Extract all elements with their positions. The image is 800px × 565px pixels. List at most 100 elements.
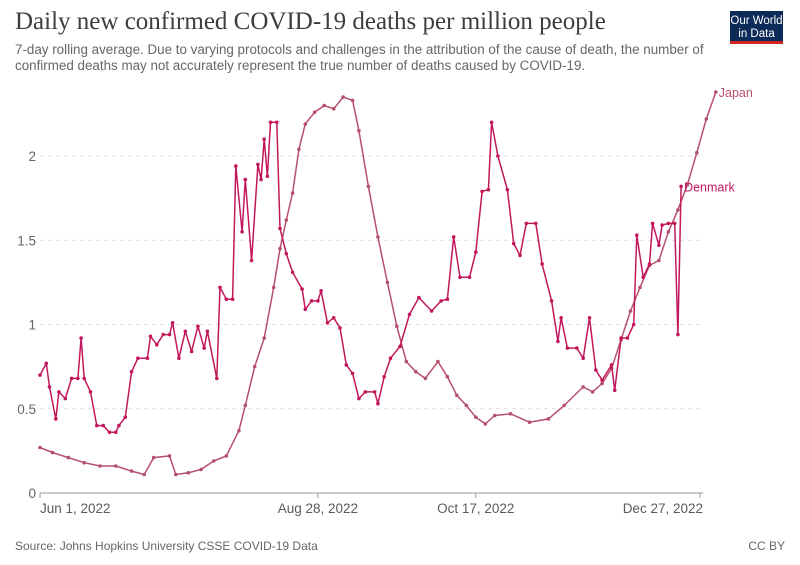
denmark-data-point (407, 312, 412, 317)
japan-data-point (199, 467, 203, 472)
denmark-data-point (234, 164, 238, 168)
denmark-data-point (518, 253, 522, 258)
japan-data-point (376, 235, 380, 239)
denmark-data-point (647, 262, 652, 266)
japan-data-point (284, 218, 289, 222)
denmark-data-point (38, 373, 42, 377)
denmark-data-point (129, 369, 134, 374)
denmark-series-label: Denmark (684, 180, 735, 194)
denmark-data-point (101, 423, 105, 428)
japan-data-point (385, 280, 390, 285)
denmark-data-point (54, 417, 58, 421)
japan-data-point (303, 122, 308, 126)
japan-data-point (600, 381, 604, 386)
japan-series-line (39, 91, 717, 476)
denmark-data-point (489, 120, 494, 125)
japan-data-point (445, 374, 450, 379)
denmark-data-point (641, 275, 645, 280)
japan-data-point (357, 129, 361, 133)
japan-data-point (262, 336, 267, 340)
denmark-data-point (155, 342, 159, 347)
japan-data-point (50, 450, 55, 455)
denmark-data-point (63, 396, 68, 401)
owid-logo[interactable]: Our World in Data (730, 11, 783, 44)
denmark-data-point (167, 332, 172, 337)
japan-data-point (483, 422, 488, 426)
denmark-data-point (177, 356, 181, 361)
source-note[interactable]: Source: Johns Hopkins University CSSE CO… (15, 539, 318, 553)
denmark-data-point (451, 235, 456, 239)
denmark-data-point (417, 295, 421, 300)
japan-data-point (404, 359, 409, 364)
japan-data-point (278, 246, 282, 251)
japan-data-point (527, 420, 532, 425)
denmark-data-point (114, 430, 118, 435)
denmark-data-point (284, 251, 289, 256)
chart-title: Daily new confirmed COVID-19 deaths per … (15, 8, 606, 35)
japan-data-point (341, 95, 346, 99)
japan-data-point (455, 393, 459, 398)
denmark-data-point (265, 174, 270, 178)
japan-data-point (142, 472, 146, 477)
denmark-data-point (82, 376, 86, 381)
denmark-data-point (325, 321, 330, 325)
y-tick-label: 2 (28, 149, 36, 164)
denmark-data-point (259, 177, 263, 182)
japan-data-point (66, 455, 71, 460)
denmark-data-point (398, 344, 402, 349)
grid-layer (40, 155, 703, 410)
denmark-data-point (467, 275, 472, 280)
denmark-data-point (57, 390, 61, 394)
japan-data-point (657, 258, 661, 263)
x-tick-label: Dec 27, 2022 (623, 501, 703, 516)
chart-subtitle: 7-day rolling average. Due to varying pr… (15, 42, 704, 73)
denmark-data-point (524, 221, 529, 226)
denmark-data-point (511, 241, 516, 246)
denmark-data-point (575, 346, 579, 350)
y-tick-label: 0.5 (17, 402, 36, 417)
denmark-data-point (249, 258, 254, 263)
japan-data-point (685, 182, 690, 187)
denmark-data-point (672, 221, 677, 226)
x-tick-label: Jun 1, 2022 (40, 501, 111, 516)
denmark-data-point (363, 390, 368, 394)
license-note[interactable]: CC BY (748, 539, 785, 553)
denmark-data-point (480, 189, 484, 194)
denmark-data-point (76, 376, 80, 381)
japan-data-point (331, 107, 336, 111)
japan-data-point (167, 454, 172, 458)
japan-data-point (581, 385, 585, 389)
denmark-data-point (609, 363, 614, 367)
denmark-data-point (594, 368, 598, 372)
denmark-data-point (581, 356, 585, 361)
logo-line-2: in Data (738, 28, 775, 40)
denmark-data-point (183, 329, 188, 334)
y-tick-label: 1 (28, 318, 36, 333)
japan-data-point (666, 230, 671, 234)
japan-data-point (224, 454, 229, 458)
japan-data-point (211, 459, 216, 463)
denmark-data-point (218, 285, 222, 290)
japan-data-point (695, 150, 699, 155)
denmark-data-point (439, 299, 443, 303)
x-tick-label: Aug 28, 2022 (278, 501, 358, 516)
denmark-data-point (679, 184, 683, 189)
denmark-data-point (619, 336, 623, 340)
japan-data-point (98, 464, 102, 468)
denmark-data-point (666, 221, 671, 226)
japan-data-point (638, 285, 642, 290)
denmark-data-point (268, 120, 273, 125)
japan-data-point (297, 147, 301, 152)
japan-data-point (114, 464, 118, 468)
japan-series-label: Japan (719, 86, 753, 100)
japan-data-point (186, 471, 191, 475)
japan-data-point (562, 403, 566, 408)
denmark-data-point (196, 324, 200, 329)
japan-data-point (366, 184, 371, 189)
denmark-data-point (549, 299, 554, 303)
japan-data-point (129, 469, 134, 473)
denmark-data-point (95, 423, 99, 428)
japan-data-point (714, 90, 718, 94)
denmark-data-point (540, 262, 544, 266)
denmark-data-point (319, 289, 323, 293)
